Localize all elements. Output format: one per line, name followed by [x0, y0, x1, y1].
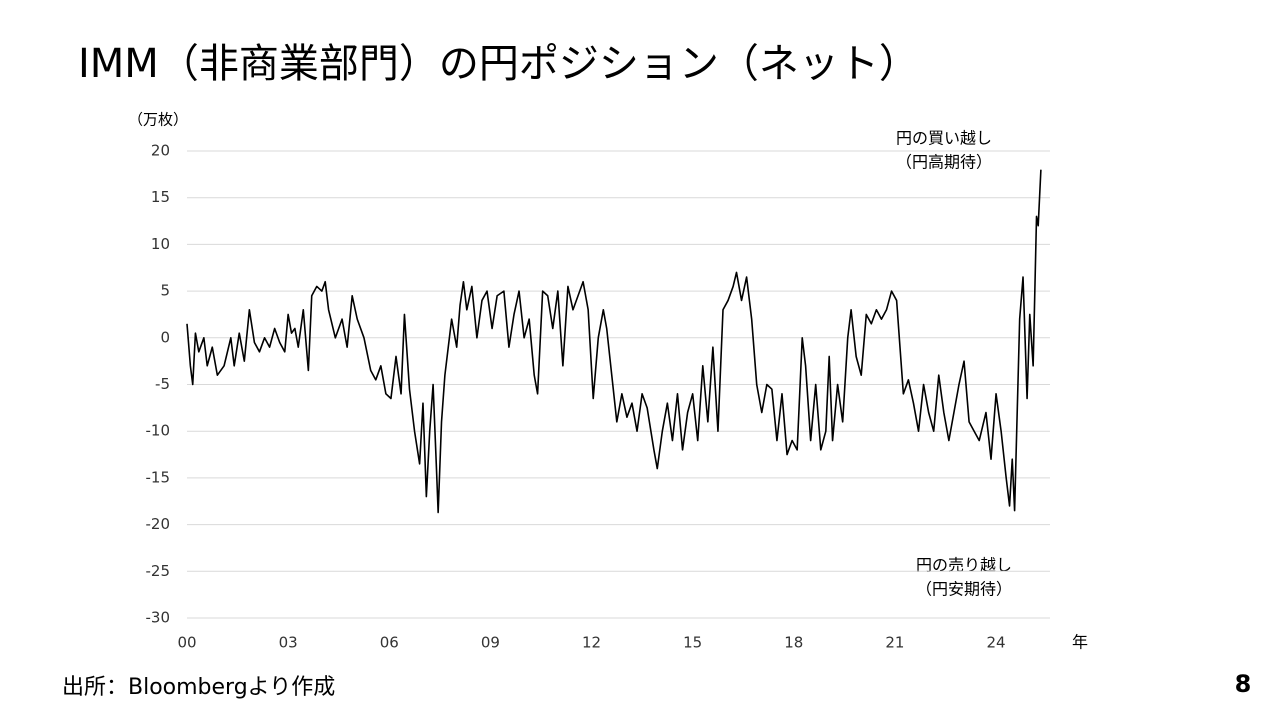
y-tick-label: -30: [146, 609, 171, 627]
annotation: 円の買い越し: [896, 129, 992, 148]
y-tick-label: -25: [146, 562, 171, 580]
y-tick-label: -20: [146, 515, 171, 533]
source-note: 出所：Bloombergより作成: [62, 675, 335, 700]
y-tick-label: -5: [155, 375, 170, 393]
y-tick-label: -15: [146, 468, 171, 486]
y-tick-label: 0: [160, 328, 170, 346]
x-tick-label: 12: [582, 634, 601, 652]
y-tick-label: 10: [151, 235, 170, 253]
annotation: （円安期待）: [916, 580, 1012, 599]
x-tick-label: 21: [885, 634, 904, 652]
annotation: 円の売り越し: [916, 556, 1012, 575]
x-tick-label: 24: [987, 634, 1006, 652]
chart-title: IMM（非商業部門）の円ポジション（ネット）: [78, 41, 919, 87]
page-number: 8: [1235, 670, 1252, 698]
x-axis-label: 年: [1072, 633, 1088, 652]
y-tick-label: -10: [146, 422, 171, 440]
x-tick-label: 15: [683, 634, 702, 652]
data-line: [186, 169, 1042, 514]
x-tick-label: 09: [481, 634, 500, 652]
x-tick-label: 03: [279, 634, 298, 652]
y-tick-label: 15: [151, 188, 170, 206]
x-tick-label: 06: [380, 634, 399, 652]
y-tick-label: 5: [160, 282, 170, 300]
x-tick-label: 18: [784, 634, 803, 652]
annotation: （円高期待）: [896, 153, 992, 172]
y-unit-label: （万枚）: [128, 111, 188, 129]
x-tick-label: 00: [177, 634, 196, 652]
y-tick-label: 20: [151, 142, 170, 160]
